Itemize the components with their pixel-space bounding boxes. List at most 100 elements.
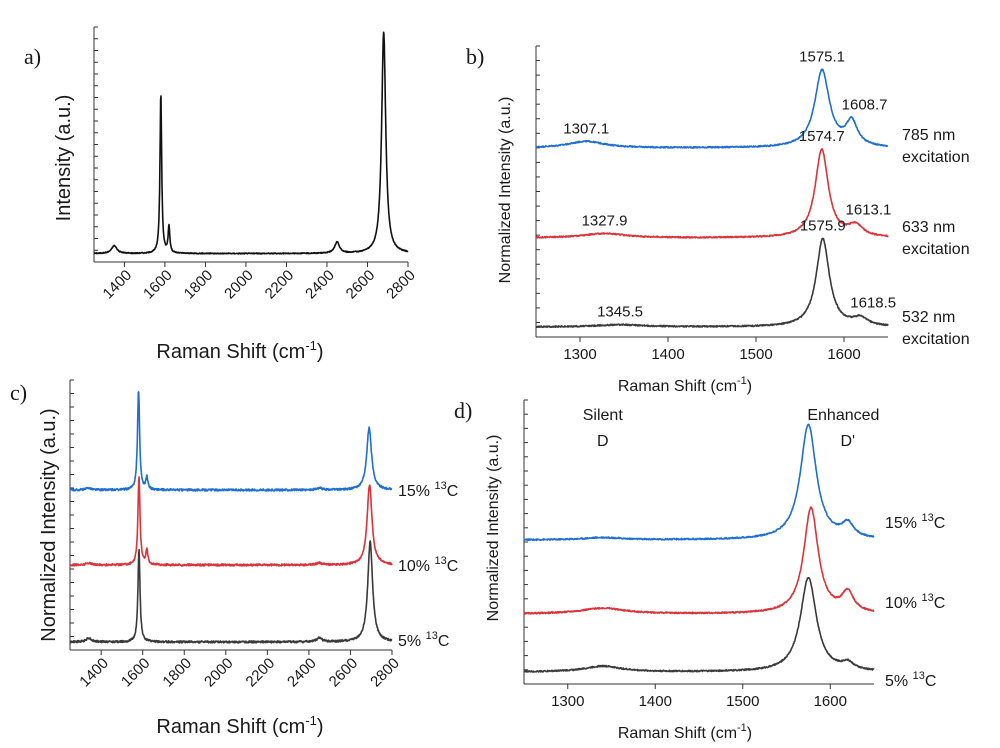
peak-label: 1575.1 xyxy=(799,49,845,66)
legend-element: C xyxy=(934,515,946,532)
legend-element: C xyxy=(438,633,450,650)
legend-entry: 15% 13C xyxy=(885,512,945,532)
peak-label: 1608.7 xyxy=(842,96,888,113)
legend-percent: 5% xyxy=(885,673,913,690)
legend-entry: 532 nm excitation xyxy=(902,309,970,348)
series-line-15- xyxy=(523,423,875,542)
legend-isotope-mass: 13 xyxy=(921,592,933,604)
x-tick-label: 1500 xyxy=(726,693,759,710)
x-tick-label: 2800 xyxy=(367,655,403,691)
legend-entry: 5% 13C xyxy=(885,670,936,690)
legend-percent: 15% xyxy=(885,515,921,532)
band-label: Enhanced xyxy=(807,407,879,424)
y-axis-title-d: Normalized Intensity (a.u.) xyxy=(485,435,502,622)
x-tick-label: 1600 xyxy=(814,693,847,710)
y-axis-title-a: Intensity (a.u.) xyxy=(53,95,75,222)
series-line-5- xyxy=(69,540,393,644)
panel-d: d) 1300 1400 1500 1600 Silent D Enhanced D' 15… xyxy=(454,398,945,742)
legend-isotope-mass: 13 xyxy=(921,512,933,524)
x-tick-label: 1300 xyxy=(563,346,596,363)
legend-percent: 10% xyxy=(398,558,434,575)
x-axis-title-a: Raman Shift (cm-1) xyxy=(156,338,323,363)
x-axis-title-b: Raman Shift (cm-1) xyxy=(618,375,752,395)
band-label: Silent xyxy=(583,407,624,424)
peak-label: 1327.9 xyxy=(582,212,628,229)
panel-label-a: a) xyxy=(24,44,41,69)
legend-entry: 10% 13C xyxy=(885,592,945,612)
x-tick-label: 1800 xyxy=(181,267,217,303)
legend-isotope-mass: 13 xyxy=(426,630,438,642)
x-tick-label: 1500 xyxy=(739,346,772,363)
peak-label: 1575.9 xyxy=(800,218,846,235)
legend-element: C xyxy=(934,595,946,612)
series-line-5- xyxy=(523,576,875,673)
peak-label: 1574.7 xyxy=(799,128,845,145)
y-minor-ticks-c xyxy=(70,379,74,651)
x-tick-label: 2600 xyxy=(326,655,362,691)
peak-annotations-b: 1307.1 1575.1 1608.7 1327.9 1574.7 1613.1 1345… xyxy=(563,49,896,321)
legend-entry: 10% 13C xyxy=(398,555,458,575)
legend-line: excitation xyxy=(902,331,970,348)
x-tick-label: 1600 xyxy=(140,267,176,303)
x-tick-label: 1600 xyxy=(118,655,154,691)
series-line-10- xyxy=(523,506,875,615)
legend-entry: 5% 13C xyxy=(398,630,449,650)
series-line-15- xyxy=(69,391,393,492)
x-tick-label: 2400 xyxy=(302,267,338,303)
panel-b: b) 1300 1400 1500 1600 1307.11575.11608.713… xyxy=(466,44,970,395)
x-tick-label: 1400 xyxy=(651,346,684,363)
legend-element: C xyxy=(447,483,459,500)
x-tick-label: 2600 xyxy=(343,267,379,303)
x-axis-title-c: Raman Shift (cm-1) xyxy=(156,713,323,738)
legend-element: C xyxy=(925,673,937,690)
series-line-532-nm xyxy=(535,237,889,329)
x-tick-label: 2000 xyxy=(221,267,257,303)
x-tick-label: 2200 xyxy=(262,267,298,303)
legend-isotope-mass: 13 xyxy=(434,555,446,567)
x-tick-label: 2800 xyxy=(383,267,419,303)
x-tick-label: 2400 xyxy=(284,655,320,691)
series-line-633-nm xyxy=(535,148,889,239)
legend-percent: 5% xyxy=(398,633,426,650)
series-line-785-nm xyxy=(535,68,889,149)
x-tick-label: 1400 xyxy=(639,693,672,710)
legend-line: 532 nm xyxy=(902,309,955,326)
legend-line: excitation xyxy=(902,149,970,166)
peak-label: 1345.5 xyxy=(597,304,643,321)
panel-label-b: b) xyxy=(466,44,484,69)
legend-entry: 633 nm excitation xyxy=(902,219,970,258)
series-line-10- xyxy=(69,476,393,567)
legend-percent: 10% xyxy=(885,595,921,612)
x-ticks-c: 1400 1600 1800 2000 2200 2400 2600 2800 xyxy=(76,650,403,691)
y-axis-title-b: Normalized Intensity (a.u.) xyxy=(497,97,514,284)
plot-area-b xyxy=(535,68,889,329)
y-axis-title-c: Normalized Intensity (a.u.) xyxy=(38,408,60,641)
y-minor-ticks-d xyxy=(524,399,528,685)
x-tick-label: 1600 xyxy=(827,346,860,363)
panel-a: a) 1400 1600 1800 2000 2200 2400 2600 2800 Rama… xyxy=(24,26,419,363)
peak-label: 1613.1 xyxy=(846,201,892,218)
x-ticks-a: 1400 1600 1800 2000 2200 2400 2600 2800 xyxy=(100,262,419,302)
x-tick-label: 1400 xyxy=(100,267,136,303)
x-tick-label: 1800 xyxy=(159,655,195,691)
x-axis-title-d: Raman Shift (cm-1) xyxy=(618,722,752,742)
plot-area-a xyxy=(93,31,409,255)
legend-line: 633 nm xyxy=(902,219,955,236)
legend-entry: 15% 13C xyxy=(398,480,458,500)
legend-element: C xyxy=(447,558,459,575)
panel-label-c: c) xyxy=(10,380,27,405)
x-ticks-d: 1300 1400 1500 1600 xyxy=(551,684,847,710)
series-line-spectrum xyxy=(93,31,409,255)
x-tick-label: 2200 xyxy=(243,655,279,691)
legend-isotope-mass: 13 xyxy=(434,480,446,492)
band-annotations-d: Silent D Enhanced D' xyxy=(583,407,880,450)
x-tick-label: 1300 xyxy=(551,693,584,710)
legend-entry: 785 nm excitation xyxy=(902,127,970,166)
y-minor-ticks-b xyxy=(536,45,540,338)
panel-label-d: d) xyxy=(454,398,472,423)
legend-isotope-mass: 13 xyxy=(913,670,925,682)
x-ticks-b: 1300 1400 1500 1600 xyxy=(563,337,861,363)
